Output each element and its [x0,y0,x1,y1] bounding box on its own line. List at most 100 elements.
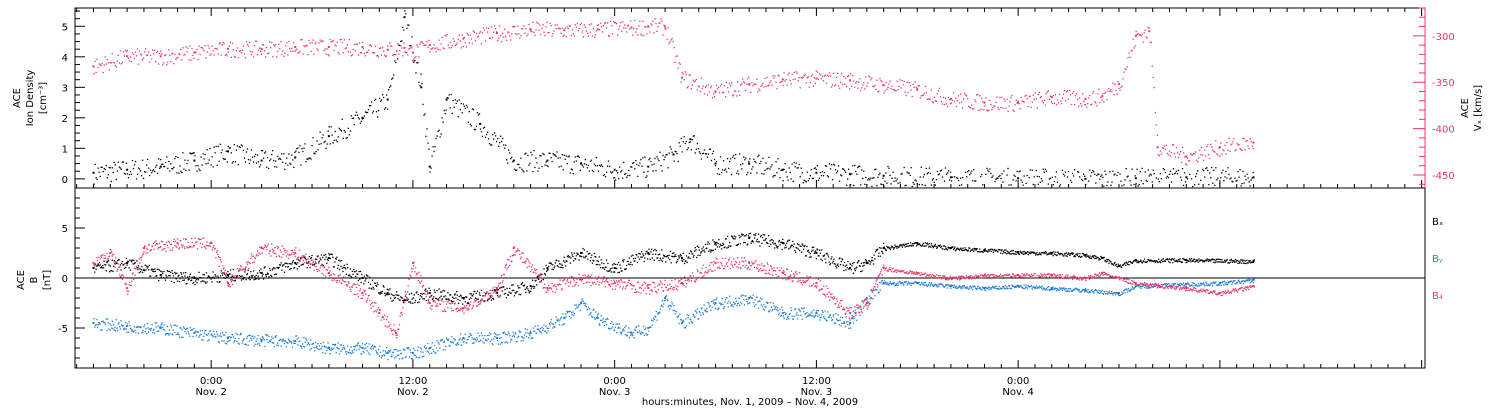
data-dot [755,83,757,86]
data-dot [980,176,982,178]
data-dot [1084,103,1086,106]
data-dot [561,264,563,266]
data-dot [237,57,240,59]
data-dot [523,284,526,286]
data-dot [1097,93,1099,95]
data-dot [634,260,636,262]
data-dot [98,264,100,267]
data-dot [714,91,717,94]
data-dot [123,328,125,330]
data-dot [1241,259,1243,261]
data-dot [1022,251,1024,253]
data-dot [874,251,877,253]
data-dot [694,152,696,154]
data-dot [1125,261,1128,263]
data-dot [916,87,918,90]
data-dot [180,170,182,172]
data-dot [653,163,655,165]
data-dot [620,270,623,272]
data-dot [848,268,850,270]
data-dot [1181,146,1184,149]
data-dot [380,357,382,359]
data-dot [820,258,822,260]
data-dot [178,172,180,174]
data-dot [1247,262,1249,264]
data-dot [227,270,229,273]
data-dot [262,278,265,280]
data-dot [778,241,780,243]
data-dot [1206,167,1208,169]
data-dot [680,81,682,83]
data-dot [464,301,467,303]
data-dot [599,264,601,266]
data-dot [737,243,740,245]
data-dot [972,108,974,110]
data-point [386,292,389,294]
data-dot [1113,262,1115,265]
data-dot [230,336,232,339]
data-dot [568,256,570,258]
data-dot [901,246,904,248]
data-dot [129,324,131,327]
data-dot [119,326,121,328]
data-dot [660,164,662,167]
data-dot [415,356,417,358]
data-dot [822,80,825,82]
data-dot [1032,183,1034,186]
data-dot [674,254,676,256]
data-dot [1159,173,1162,175]
data-dot [441,339,443,341]
data-dot [1139,260,1141,263]
data-dot [209,277,212,279]
data-dot [1199,259,1202,262]
data-dot [969,106,971,109]
data-dot [1142,183,1144,185]
data-point [193,277,196,279]
data-dot [644,257,646,259]
data-dot [944,167,947,169]
data-dot [1140,35,1142,37]
data-dot [901,172,903,175]
data-dot [324,258,326,261]
data-dot [716,88,719,90]
data-dot [987,251,989,253]
data-dot [654,18,656,20]
data-dot [170,163,172,165]
data-dot [98,262,101,264]
data-dot [861,87,863,89]
data-dot [778,75,780,77]
data-dot [872,177,874,179]
data-dot [1018,171,1020,173]
data-dot [576,155,578,157]
data-dot [654,248,656,251]
data-dot [681,260,684,262]
data-dot [1044,104,1047,106]
data-dot [131,329,134,331]
data-dot [1168,258,1171,260]
data-dot [401,297,403,299]
data-dot [406,347,408,349]
data-dot [427,292,429,294]
data-dot [716,246,719,248]
data-dot [689,74,691,76]
data-dot [985,173,987,176]
data-dot [541,165,543,168]
data-dot [455,297,457,299]
data-dot [1082,179,1084,182]
data-dot [821,171,824,173]
data-dot [1219,155,1221,157]
data-dot [276,266,278,269]
data-dot [700,77,703,79]
data-dot [273,346,276,348]
data-dot [1102,256,1105,259]
data-dot [104,322,106,324]
data-dot [198,336,200,338]
data-dot [277,155,279,157]
data-dot [277,267,280,270]
data-dot [601,267,604,269]
data-dot [815,258,818,260]
data-point [1017,177,1020,180]
data-dot [957,248,959,250]
data-dot [233,56,236,58]
data-dot [263,339,265,341]
